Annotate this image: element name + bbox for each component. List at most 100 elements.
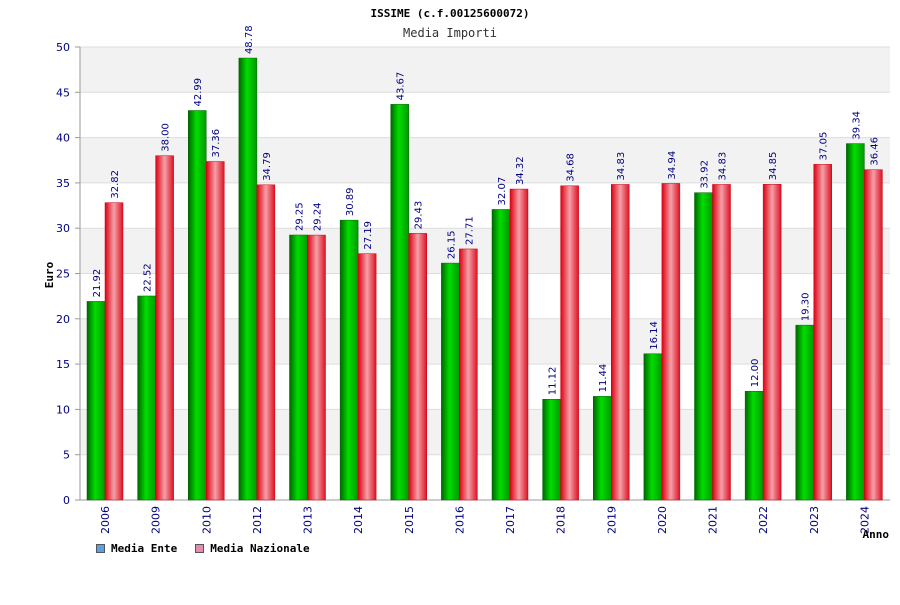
data-label-media-nazionale: 34.83 bbox=[616, 152, 627, 181]
data-label-media-ente: 42.99 bbox=[193, 78, 204, 107]
y-tick-label: 35 bbox=[56, 177, 70, 190]
data-label-media-ente: 39.34 bbox=[851, 111, 862, 140]
bar-media-ente bbox=[339, 219, 359, 501]
x-tick-label: 2019 bbox=[605, 506, 618, 534]
data-label-media-ente: 43.67 bbox=[396, 72, 407, 101]
bar-media-ente bbox=[744, 391, 764, 501]
x-tick-label: 2015 bbox=[403, 506, 416, 534]
bar-media-ente bbox=[795, 324, 814, 501]
y-tick-label: 20 bbox=[56, 313, 70, 326]
bar-media-ente bbox=[86, 301, 106, 501]
data-label-media-nazionale: 34.83 bbox=[718, 152, 729, 181]
bar-media-nazionale bbox=[408, 233, 427, 501]
bar-media-nazionale bbox=[864, 169, 883, 501]
legend-item-media-ente[interactable]: Media Ente bbox=[96, 542, 177, 555]
data-label-media-ente: 22.52 bbox=[143, 263, 154, 292]
data-label-media-nazionale: 27.19 bbox=[363, 221, 374, 250]
plot-area: 0 5 10 15 20 25 30 35 40 45 50 21.92 32.82 2006 22.52 3… bbox=[56, 25, 890, 534]
bar-media-ente bbox=[188, 110, 207, 501]
data-label-media-nazionale: 34.79 bbox=[262, 152, 273, 181]
data-label-media-ente: 11.12 bbox=[548, 367, 559, 396]
bar-media-nazionale bbox=[104, 202, 124, 501]
data-label-media-nazionale: 34.85 bbox=[768, 152, 779, 181]
y-tick-label: 50 bbox=[56, 41, 70, 54]
bar-media-ente bbox=[593, 396, 612, 501]
data-label-media-nazionale: 27.71 bbox=[464, 216, 475, 245]
y-tick-label: 30 bbox=[56, 222, 70, 235]
y-axis-label: Euro bbox=[43, 261, 56, 288]
data-label-media-ente: 48.78 bbox=[244, 25, 255, 54]
bar-media-nazionale bbox=[560, 185, 579, 501]
y-tick-label: 15 bbox=[56, 358, 70, 371]
legend-label-media-ente: Media Ente bbox=[111, 542, 178, 555]
bar-media-ente bbox=[542, 399, 561, 501]
data-label-media-nazionale: 34.68 bbox=[566, 153, 577, 182]
legend-label-media-nazionale: Media Nazionale bbox=[210, 542, 310, 555]
bar-media-nazionale bbox=[155, 155, 174, 501]
bar-media-ente bbox=[491, 209, 511, 501]
y-tick-label: 45 bbox=[56, 86, 70, 99]
x-tick-label: 2017 bbox=[504, 506, 517, 534]
bar-media-ente bbox=[390, 104, 409, 501]
x-tick-label: 2022 bbox=[757, 506, 770, 534]
data-label-media-nazionale: 32.82 bbox=[110, 170, 121, 199]
data-label-media-ente: 16.14 bbox=[649, 321, 660, 350]
data-label-media-ente: 32.07 bbox=[497, 177, 508, 206]
grid-band bbox=[80, 47, 890, 93]
x-tick-label: 2020 bbox=[656, 506, 669, 534]
data-label-media-ente: 33.92 bbox=[700, 160, 711, 189]
data-label-media-ente: 30.89 bbox=[345, 187, 356, 216]
legend-swatch-media-ente bbox=[96, 544, 105, 553]
x-axis-label: Anno bbox=[863, 528, 890, 541]
bar-media-ente bbox=[137, 295, 156, 501]
data-label-media-nazionale: 38.00 bbox=[161, 123, 172, 152]
data-label-media-nazionale: 34.32 bbox=[515, 156, 526, 185]
bar-media-ente bbox=[441, 262, 460, 501]
data-label-media-ente: 29.25 bbox=[295, 202, 306, 231]
bar-media-nazionale bbox=[307, 234, 326, 501]
y-tick-label: 10 bbox=[56, 403, 70, 416]
bar-media-nazionale bbox=[813, 164, 832, 501]
x-tick-label: 2024 bbox=[858, 506, 871, 534]
data-label-media-ente: 12.00 bbox=[750, 359, 761, 388]
x-tick-label: 2006 bbox=[99, 506, 112, 534]
x-tick-label: 2014 bbox=[352, 506, 365, 534]
bar-media-nazionale bbox=[611, 184, 630, 501]
bar-media-nazionale bbox=[509, 188, 529, 501]
data-label-media-ente: 11.44 bbox=[598, 364, 609, 393]
y-tick-label: 5 bbox=[63, 449, 70, 462]
bar-media-ente bbox=[238, 57, 258, 501]
bar-media-ente bbox=[289, 234, 308, 501]
x-tick-label: 2021 bbox=[707, 506, 720, 534]
data-label-media-nazionale: 37.05 bbox=[819, 132, 830, 161]
bar-media-nazionale bbox=[256, 184, 276, 501]
x-tick-label: 2013 bbox=[302, 506, 315, 534]
data-label-media-ente: 19.30 bbox=[801, 293, 812, 322]
bar-media-nazionale bbox=[206, 161, 225, 501]
legend: Media Ente Media Nazionale bbox=[96, 542, 310, 555]
legend-swatch-media-nazionale bbox=[195, 544, 205, 553]
x-tick-label: 2016 bbox=[453, 506, 466, 534]
data-label-media-nazionale: 37.36 bbox=[211, 129, 222, 158]
bar-media-nazionale bbox=[357, 253, 377, 501]
legend-item-media-nazionale[interactable]: Media Nazionale bbox=[195, 542, 310, 555]
x-tick-label: 2010 bbox=[200, 506, 213, 534]
bar-media-nazionale bbox=[459, 248, 478, 501]
y-tick-label: 0 bbox=[63, 494, 70, 507]
data-label-media-nazionale: 29.43 bbox=[414, 201, 425, 230]
bar-media-nazionale bbox=[712, 184, 731, 501]
data-label-media-nazionale: 34.94 bbox=[667, 151, 678, 180]
x-tick-label: 2012 bbox=[251, 506, 264, 534]
x-tick-label: 2009 bbox=[150, 506, 163, 534]
bar-media-nazionale bbox=[661, 183, 681, 501]
x-tick-label: 2023 bbox=[808, 506, 821, 534]
bar-media-ente bbox=[694, 192, 713, 501]
x-tick-label: 2018 bbox=[555, 506, 568, 534]
data-label-media-nazionale: 29.24 bbox=[313, 202, 324, 231]
data-label-media-nazionale: 36.46 bbox=[869, 137, 880, 166]
chart-title: ISSIME (c.f.00125600072) bbox=[371, 7, 530, 20]
data-label-media-ente: 21.92 bbox=[92, 269, 103, 298]
bar-media-ente bbox=[643, 353, 663, 501]
